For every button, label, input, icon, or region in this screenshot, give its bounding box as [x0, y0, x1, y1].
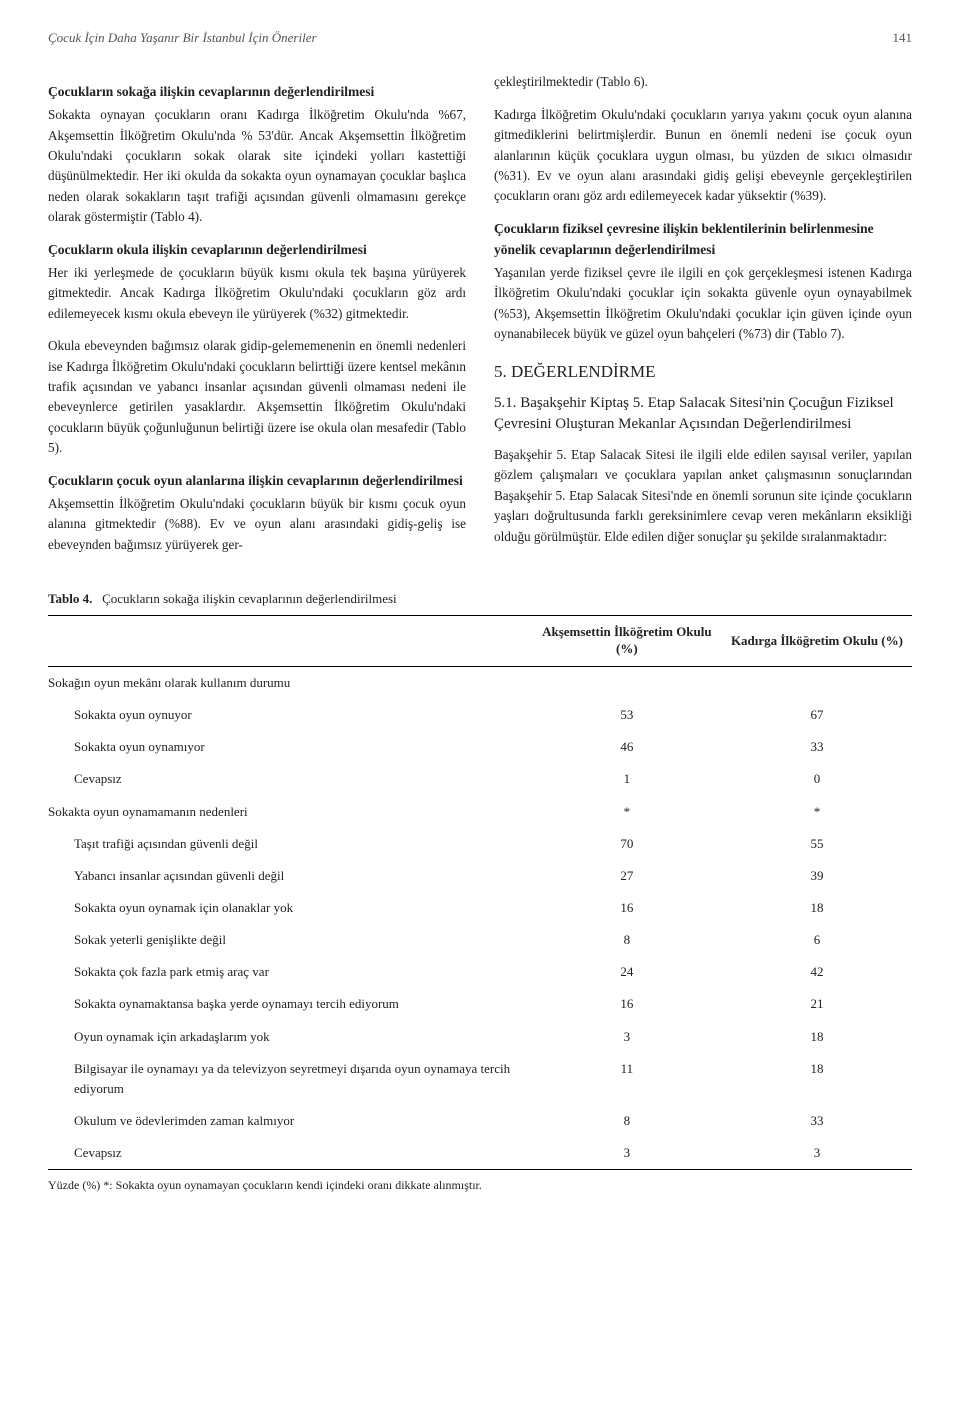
- table-cell-label: Sokağın oyun mekânı olarak kullanım duru…: [48, 667, 532, 700]
- table-cell-label: Bilgisayar ile oynamayı ya da televizyon…: [48, 1053, 532, 1105]
- table-cell-value: 33: [722, 1105, 912, 1137]
- table-cell-label: Sokakta oyun oynuyor: [48, 699, 532, 731]
- table-row: Sokakta oynamaktansa başka yerde oynamay…: [48, 988, 912, 1020]
- table-cell-label: Cevapsız: [48, 763, 532, 795]
- table-cell-value: 8: [532, 1105, 722, 1137]
- table-cell-value: 21: [722, 988, 912, 1020]
- table-cell-value: *: [722, 796, 912, 828]
- table-cell-value: 46: [532, 731, 722, 763]
- table-row: Cevapsız10: [48, 763, 912, 795]
- table-cell-value: 8: [532, 924, 722, 956]
- running-title: Çocuk İçin Daha Yaşanır Bir İstanbul İçi…: [48, 28, 317, 48]
- table-cell-label: Sokakta çok fazla park etmiş araç var: [48, 956, 532, 988]
- table-cell-label: Oyun oynamak için arkadaşlarım yok: [48, 1021, 532, 1053]
- body-columns: Çocukların sokağa ilişkin cevaplarının d…: [48, 72, 912, 563]
- table-cell-label: Sokakta oynamaktansa başka yerde oynamay…: [48, 988, 532, 1020]
- section-subheading: 5.1. Başakşehir Kiptaş 5. Etap Salacak S…: [494, 393, 912, 435]
- table-cell-value: 70: [532, 828, 722, 860]
- table-cell-label: Sokakta oyun oynamak için olanaklar yok: [48, 892, 532, 924]
- table-cell-label: Taşıt trafiği açısından güvenli değil: [48, 828, 532, 860]
- table-cell-label: Sokakta oyun oynamıyor: [48, 731, 532, 763]
- table-cell-value: 18: [722, 1021, 912, 1053]
- table-row: Sokakta oyun oynuyor5367: [48, 699, 912, 731]
- table-row: Cevapsız33: [48, 1137, 912, 1170]
- table-cell-value: 18: [722, 892, 912, 924]
- table-cell-value: 24: [532, 956, 722, 988]
- table-cell-value: 3: [532, 1021, 722, 1053]
- table-row: Sokakta çok fazla park etmiş araç var244…: [48, 956, 912, 988]
- body-paragraph: Her iki yerleşmede de çocukların büyük k…: [48, 263, 466, 324]
- table-cell-value: 67: [722, 699, 912, 731]
- body-paragraph: Akşemsettin İlköğretim Okulu'ndaki çocuk…: [48, 494, 466, 555]
- table-header-cell: [48, 616, 532, 667]
- table-cell-value: 11: [532, 1053, 722, 1105]
- table-row: Sokak yeterli genişlikte değil86: [48, 924, 912, 956]
- running-header: Çocuk İçin Daha Yaşanır Bir İstanbul İçi…: [48, 28, 912, 48]
- table-4: Tablo 4. Çocukların sokağa ilişkin cevap…: [48, 589, 912, 1195]
- table-cell-label: Okulum ve ödevlerimden zaman kalmıyor: [48, 1105, 532, 1137]
- table-cell-value: 55: [722, 828, 912, 860]
- table-cell-value: 3: [722, 1137, 912, 1170]
- body-paragraph: Başakşehir 5. Etap Salacak Sitesi ile il…: [494, 445, 912, 547]
- table-cell-value: 42: [722, 956, 912, 988]
- table-cell-label: Sokakta oyun oynamamanın nedenleri: [48, 796, 532, 828]
- body-paragraph: çekleştirilmektedir (Tablo 6).: [494, 72, 912, 92]
- table-cell-value: 27: [532, 860, 722, 892]
- table-row: Sokakta oyun oynamamanın nedenleri**: [48, 796, 912, 828]
- table-row: Sokağın oyun mekânı olarak kullanım duru…: [48, 667, 912, 700]
- data-table: Akşemsettin İlköğretim Okulu (%) Kadırga…: [48, 615, 912, 1170]
- table-row: Bilgisayar ile oynamayı ya da televizyon…: [48, 1053, 912, 1105]
- table-cell-value: 1: [532, 763, 722, 795]
- body-paragraph: Yaşanılan yerde fiziksel çevre ile ilgil…: [494, 263, 912, 345]
- page-number: 141: [893, 28, 913, 48]
- body-paragraph: Okula ebeveynden bağımsız olarak gidip-g…: [48, 336, 466, 459]
- table-header-cell: Akşemsettin İlköğretim Okulu (%): [532, 616, 722, 667]
- table-cell-value: 39: [722, 860, 912, 892]
- table-cell-value: [722, 667, 912, 700]
- section-heading: Çocukların sokağa ilişkin cevaplarının d…: [48, 82, 466, 103]
- table-cell-value: *: [532, 796, 722, 828]
- table-label: Tablo 4.: [48, 591, 92, 606]
- table-cell-value: 6: [722, 924, 912, 956]
- table-cell-value: 33: [722, 731, 912, 763]
- table-cell-label: Sokak yeterli genişlikte değil: [48, 924, 532, 956]
- section-heading: Çocukların okula ilişkin cevaplarının de…: [48, 240, 466, 261]
- table-cell-value: 0: [722, 763, 912, 795]
- body-paragraph: Sokakta oynayan çocukların oranı Kadırga…: [48, 105, 466, 228]
- table-cell-value: 16: [532, 892, 722, 924]
- section-heading-major: 5. DEĞERLENDİRME: [494, 359, 912, 385]
- table-cell-label: Yabancı insanlar açısından güvenli değil: [48, 860, 532, 892]
- table-cell-value: 53: [532, 699, 722, 731]
- table-cell-value: 16: [532, 988, 722, 1020]
- table-caption: Tablo 4. Çocukların sokağa ilişkin cevap…: [48, 589, 912, 609]
- table-caption-text: Çocukların sokağa ilişkin cevaplarının d…: [102, 591, 397, 606]
- table-cell-label: Cevapsız: [48, 1137, 532, 1170]
- table-row: Yabancı insanlar açısından güvenli değil…: [48, 860, 912, 892]
- body-paragraph: Kadırga İlköğretim Okulu'ndaki çocukları…: [494, 105, 912, 207]
- table-footnote: Yüzde (%) *: Sokakta oyun oynamayan çocu…: [48, 1176, 912, 1195]
- table-row: Taşıt trafiği açısından güvenli değil705…: [48, 828, 912, 860]
- table-row: Sokakta oyun oynamak için olanaklar yok1…: [48, 892, 912, 924]
- table-header-cell: Kadırga İlköğretim Okulu (%): [722, 616, 912, 667]
- table-cell-value: 3: [532, 1137, 722, 1170]
- table-row: Oyun oynamak için arkadaşlarım yok318: [48, 1021, 912, 1053]
- section-heading: Çocukların çocuk oyun alanlarına ilişkin…: [48, 471, 466, 492]
- table-cell-value: 18: [722, 1053, 912, 1105]
- section-heading: Çocukların fiziksel çevresine ilişkin be…: [494, 219, 912, 261]
- table-cell-value: [532, 667, 722, 700]
- table-row: Sokakta oyun oynamıyor4633: [48, 731, 912, 763]
- table-row: Okulum ve ödevlerimden zaman kalmıyor833: [48, 1105, 912, 1137]
